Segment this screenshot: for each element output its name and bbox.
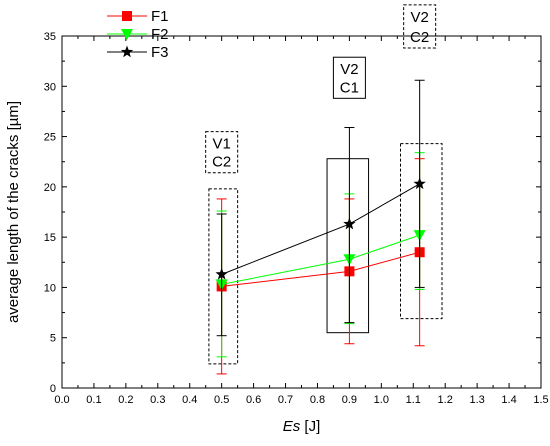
annotation-label: V1 xyxy=(212,136,230,153)
annotation-label: C1 xyxy=(340,79,359,96)
y-tick-label: 15 xyxy=(44,232,56,244)
x-tick-label: 1.3 xyxy=(469,394,484,406)
x-tick-label: 0.7 xyxy=(278,394,293,406)
x-tick-label: 0.0 xyxy=(54,394,69,406)
legend-label: F3 xyxy=(151,44,169,61)
series-lines xyxy=(215,79,426,375)
y-tick-label: 35 xyxy=(44,31,56,43)
x-tick-label: 1.5 xyxy=(533,394,548,406)
legend-entry: F1 xyxy=(107,8,169,25)
x-tick-label: 1.2 xyxy=(438,394,453,406)
y-axis-title: average length of the cracks [µm] xyxy=(5,101,22,323)
series-line xyxy=(221,251,420,287)
x-tick-label: 1.4 xyxy=(501,394,516,406)
x-axis-title-unit: [J] xyxy=(300,418,320,435)
x-tick-labels: 0.0 0.1 0.2 0.3 0.4 0.5 0.6 0.7 0.8 0.9 1.0 1.1 1.2 1… xyxy=(54,394,548,406)
y-tick-label: 0 xyxy=(50,383,56,395)
x-tick-label: 0.5 xyxy=(214,394,229,406)
data-point xyxy=(343,217,356,230)
legend-marker xyxy=(120,45,134,58)
x-tick-label: 0.2 xyxy=(118,394,133,406)
legend-entry: F2 xyxy=(107,26,169,43)
annotation-box xyxy=(208,188,239,365)
annotation-label-box xyxy=(205,131,239,174)
series-F2 xyxy=(215,152,426,358)
x-axis-title-symbol: Es xyxy=(283,418,301,435)
x-tick-label: 0.4 xyxy=(182,394,197,406)
plot-frame xyxy=(61,35,542,389)
y-tick-label: 25 xyxy=(44,132,56,144)
data-point xyxy=(413,177,426,190)
legend-marker xyxy=(121,29,133,40)
data-point xyxy=(215,267,228,280)
annotation-box xyxy=(326,158,370,334)
annotation-label-box xyxy=(332,56,366,99)
x-axis-title: Es [J] xyxy=(283,418,321,435)
x-tick-label: 0.9 xyxy=(342,394,357,406)
annotation-label: C2 xyxy=(410,29,429,46)
y-tick-label: 10 xyxy=(44,282,56,294)
annotation-label: C2 xyxy=(212,154,231,171)
annotation-label-box xyxy=(403,4,437,49)
series-line xyxy=(221,234,420,285)
annotation-box xyxy=(399,143,443,320)
y-tick-label: 5 xyxy=(50,333,56,345)
series-F1 xyxy=(216,158,425,375)
annotation-label: V2 xyxy=(340,61,358,78)
y-tick-labels: 0 5 10 15 20 25 30 35 xyxy=(44,31,56,395)
legend-label: F1 xyxy=(151,8,169,25)
tick-marks xyxy=(61,35,542,389)
y-tick-label: 20 xyxy=(44,182,56,194)
annotation-label: V2 xyxy=(410,9,428,26)
y-tick-label: 30 xyxy=(44,81,56,93)
x-tick-label: 0.6 xyxy=(246,394,261,406)
series-F3 xyxy=(215,79,426,337)
legend-label: F2 xyxy=(151,26,169,43)
x-tick-label: 0.1 xyxy=(86,394,101,406)
x-tick-label: 0.8 xyxy=(310,394,325,406)
x-tick-label: 1.1 xyxy=(406,394,421,406)
x-tick-label: 1.0 xyxy=(374,394,389,406)
legend-marker xyxy=(122,11,132,21)
x-tick-label: 0.3 xyxy=(150,394,165,406)
legend-entry: F3 xyxy=(107,44,169,61)
